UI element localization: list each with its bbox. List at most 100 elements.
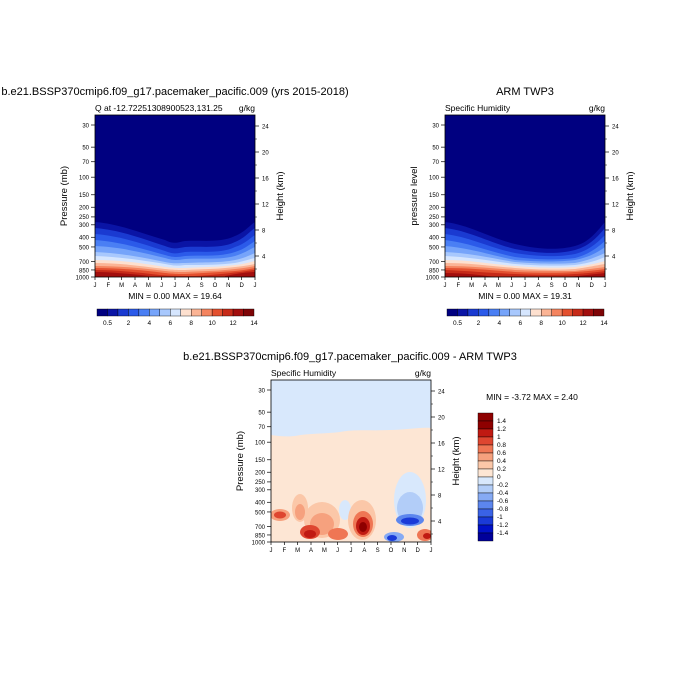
pressure-tick-label: 400 [79, 236, 90, 242]
panel-right-label: g/kg [589, 103, 605, 113]
diff-positive-blob [328, 528, 348, 540]
month-tick-label: M [496, 283, 501, 289]
pressure-tick-label: 150 [429, 193, 440, 199]
diff-positive-blob [423, 533, 431, 539]
pressure-tick-label: 150 [255, 458, 266, 464]
pressure-tick-label: 1000 [252, 540, 266, 546]
colorbar-label: 0.5 [453, 320, 462, 327]
diff-negative-blob [339, 500, 351, 520]
y-axis-label-right: Height (km) [275, 171, 286, 220]
pressure-tick-label: 70 [82, 160, 89, 166]
colorbar-swatch [446, 308, 458, 317]
height-tick-label: 4 [612, 254, 616, 260]
month-tick-label: S [376, 548, 380, 554]
month-tick-label: A [309, 548, 313, 554]
colorbar-label: 4 [498, 320, 502, 327]
height-ticks: 4 8 12 16 20 24 [255, 124, 269, 270]
diff-positive-blob [304, 530, 316, 538]
colorbar-swatch [477, 524, 494, 534]
height-tick-label: 24 [262, 124, 269, 130]
pressure-tick-label: 150 [79, 193, 90, 199]
y-axis-label-right: Height (km) [625, 171, 636, 220]
colorbar-swatch [572, 308, 584, 317]
month-tick-label: D [239, 283, 244, 289]
month-tick-label: A [483, 283, 487, 289]
colorbar-label: 0 [497, 474, 501, 481]
month-tick-label: N [226, 283, 230, 289]
y-axis-label-right: Height (km) [451, 436, 462, 485]
diff-upper-negative [271, 380, 431, 437]
month-tick-label: J [510, 283, 513, 289]
pressure-tick-label: 500 [255, 510, 266, 516]
colorbar-swatch [117, 308, 129, 317]
month-tick-label: A [362, 548, 366, 554]
colorbar-label: 8 [539, 320, 543, 327]
pressure-tick-label: 200 [79, 206, 90, 212]
colorbar: 0.5 2 4 6 8 10 12 14 [446, 308, 608, 327]
colorbar-label: 14 [250, 320, 258, 327]
diff-positive-blob [359, 522, 367, 532]
month-tick-label: J [350, 548, 353, 554]
pressure-tick-label: 100 [79, 175, 90, 181]
colorbar-swatch [561, 308, 573, 317]
month-tick-label: J [94, 283, 97, 289]
panel-title: ARM TWP3 [496, 86, 554, 98]
colorbar-swatch [222, 308, 234, 317]
panel-observation: ARM TWP3 Specific Humidity g/kg 30 50 70 10… [409, 86, 636, 327]
month-tick-label: M [146, 283, 151, 289]
pressure-tick-label: 70 [258, 425, 265, 431]
pressure-tick-label: 100 [255, 440, 266, 446]
panel-title: b.e21.BSSP370cmip6.f09_g17.pacemaker_pac… [1, 86, 348, 98]
pressure-tick-label: 850 [255, 533, 266, 539]
colorbar-swatch [477, 468, 494, 478]
height-tick-label: 12 [262, 202, 269, 208]
colorbar-swatch [551, 308, 563, 317]
colorbar-label: 10 [209, 320, 217, 327]
colorbar-swatch [477, 460, 494, 470]
pressure-tick-label: 1000 [426, 275, 440, 281]
month-tick-label: A [133, 283, 137, 289]
month-tick-label: F [106, 283, 110, 289]
colorbar-swatch [128, 308, 140, 317]
pressure-tick-label: 700 [255, 525, 266, 531]
month-tick-label: F [282, 548, 286, 554]
height-tick-label: 12 [612, 202, 619, 208]
pressure-tick-label: 850 [79, 268, 90, 274]
height-ticks: 4 8 12 16 20 24 [431, 389, 445, 535]
colorbar-label: 0.8 [497, 442, 506, 449]
pressure-tick-label: 250 [255, 480, 266, 486]
height-tick-label: 12 [438, 467, 445, 473]
pressure-tick-label: 850 [429, 268, 440, 274]
height-tick-label: 16 [612, 176, 619, 182]
colorbar-label: -1.2 [497, 522, 509, 529]
panel-left-label: Specific Humidity [445, 103, 511, 113]
colorbar-swatch [477, 484, 494, 494]
month-tick-label: F [456, 283, 460, 289]
colorbar-label: 1.4 [497, 418, 506, 425]
pressure-tick-label: 100 [429, 175, 440, 181]
height-ticks: 4 8 12 16 20 24 [605, 124, 619, 270]
colorbar-swatch [477, 476, 494, 486]
colorbar-label: 0.5 [103, 320, 112, 327]
y-axis-label: Pressure (mb) [59, 166, 70, 226]
colorbar-swatch [477, 428, 494, 438]
panel-left-label: Q at -12.72251308900523,131.25 [95, 103, 223, 113]
colorbar-swatch [509, 308, 521, 317]
colorbar-swatch [593, 308, 605, 317]
colorbar-label: -1 [497, 514, 503, 521]
colorbar-label: 0.6 [497, 450, 506, 457]
month-tick-label: M [322, 548, 327, 554]
colorbar-label: 2 [127, 320, 131, 327]
colorbar-label: 10 [559, 320, 567, 327]
pressure-tick-label: 500 [79, 245, 90, 251]
colorbar-swatch [96, 308, 108, 317]
colorbar-swatch [138, 308, 150, 317]
colorbar-swatch [477, 492, 494, 502]
colorbar-label: 4 [148, 320, 152, 327]
colorbar-label: -1.4 [497, 530, 509, 537]
colorbar-label: 0.4 [497, 458, 506, 465]
